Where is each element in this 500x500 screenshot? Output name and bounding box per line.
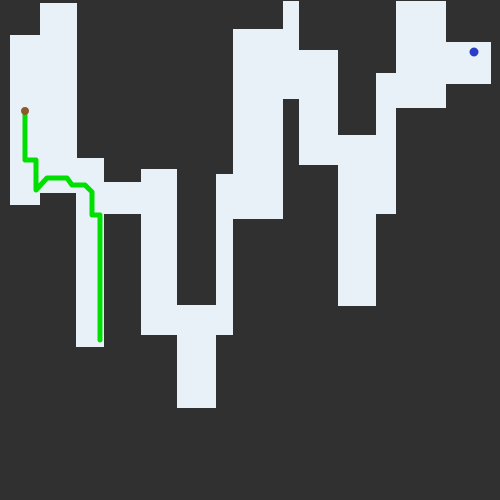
floor-cell xyxy=(446,42,491,84)
floor-cell xyxy=(338,135,376,306)
start-marker xyxy=(21,107,29,115)
goal-marker xyxy=(469,47,479,57)
solution-path xyxy=(22,108,103,343)
maze-floor xyxy=(10,1,491,408)
floor-cell xyxy=(233,29,283,219)
floor-cell xyxy=(376,73,396,214)
floor-cell xyxy=(396,1,446,108)
floor-cell xyxy=(177,305,216,408)
floor-cell xyxy=(100,182,141,214)
